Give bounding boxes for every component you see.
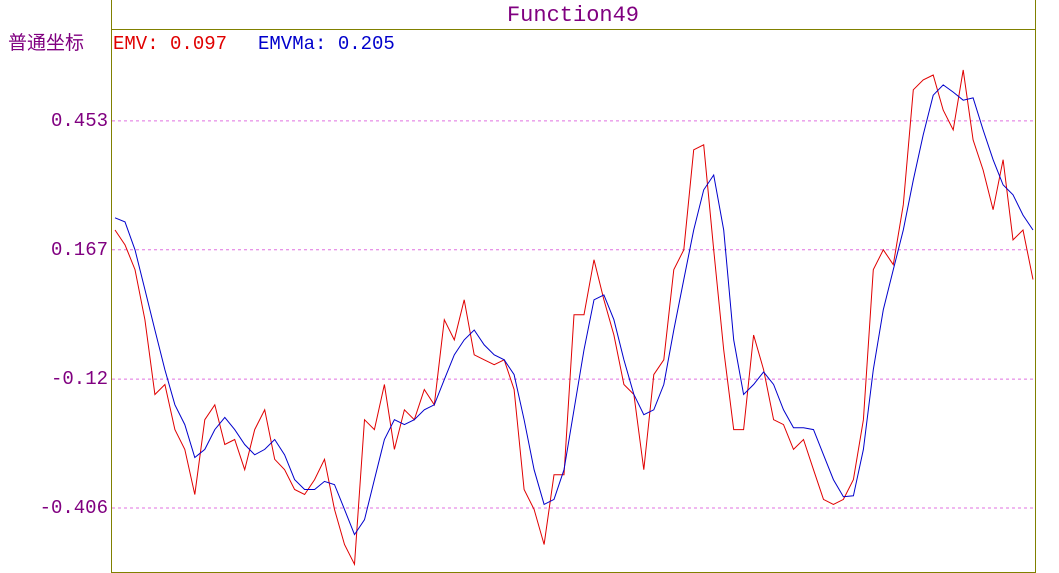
legend-entry: EMVMa: 0.205: [258, 33, 395, 55]
y-tick-label: -0.12: [51, 368, 108, 390]
legend-entry: EMV: 0.097: [113, 33, 227, 55]
y-tick-label: 0.167: [51, 239, 108, 261]
chart-title: Function49: [507, 3, 639, 28]
series-line: [114, 69, 1034, 567]
axis-mode: 普通坐标: [8, 32, 84, 55]
y-tick-label: 0.453: [51, 110, 108, 132]
y-tick-label: -0.406: [40, 497, 108, 519]
series-line: [114, 84, 1034, 536]
